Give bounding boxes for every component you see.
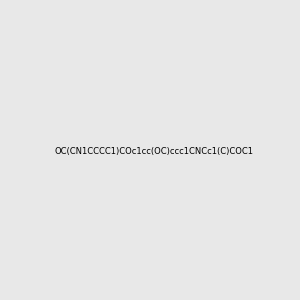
- Text: OC(CN1CCCC1)COc1cc(OC)ccc1CNCc1(C)COC1: OC(CN1CCCC1)COc1cc(OC)ccc1CNCc1(C)COC1: [54, 147, 253, 156]
